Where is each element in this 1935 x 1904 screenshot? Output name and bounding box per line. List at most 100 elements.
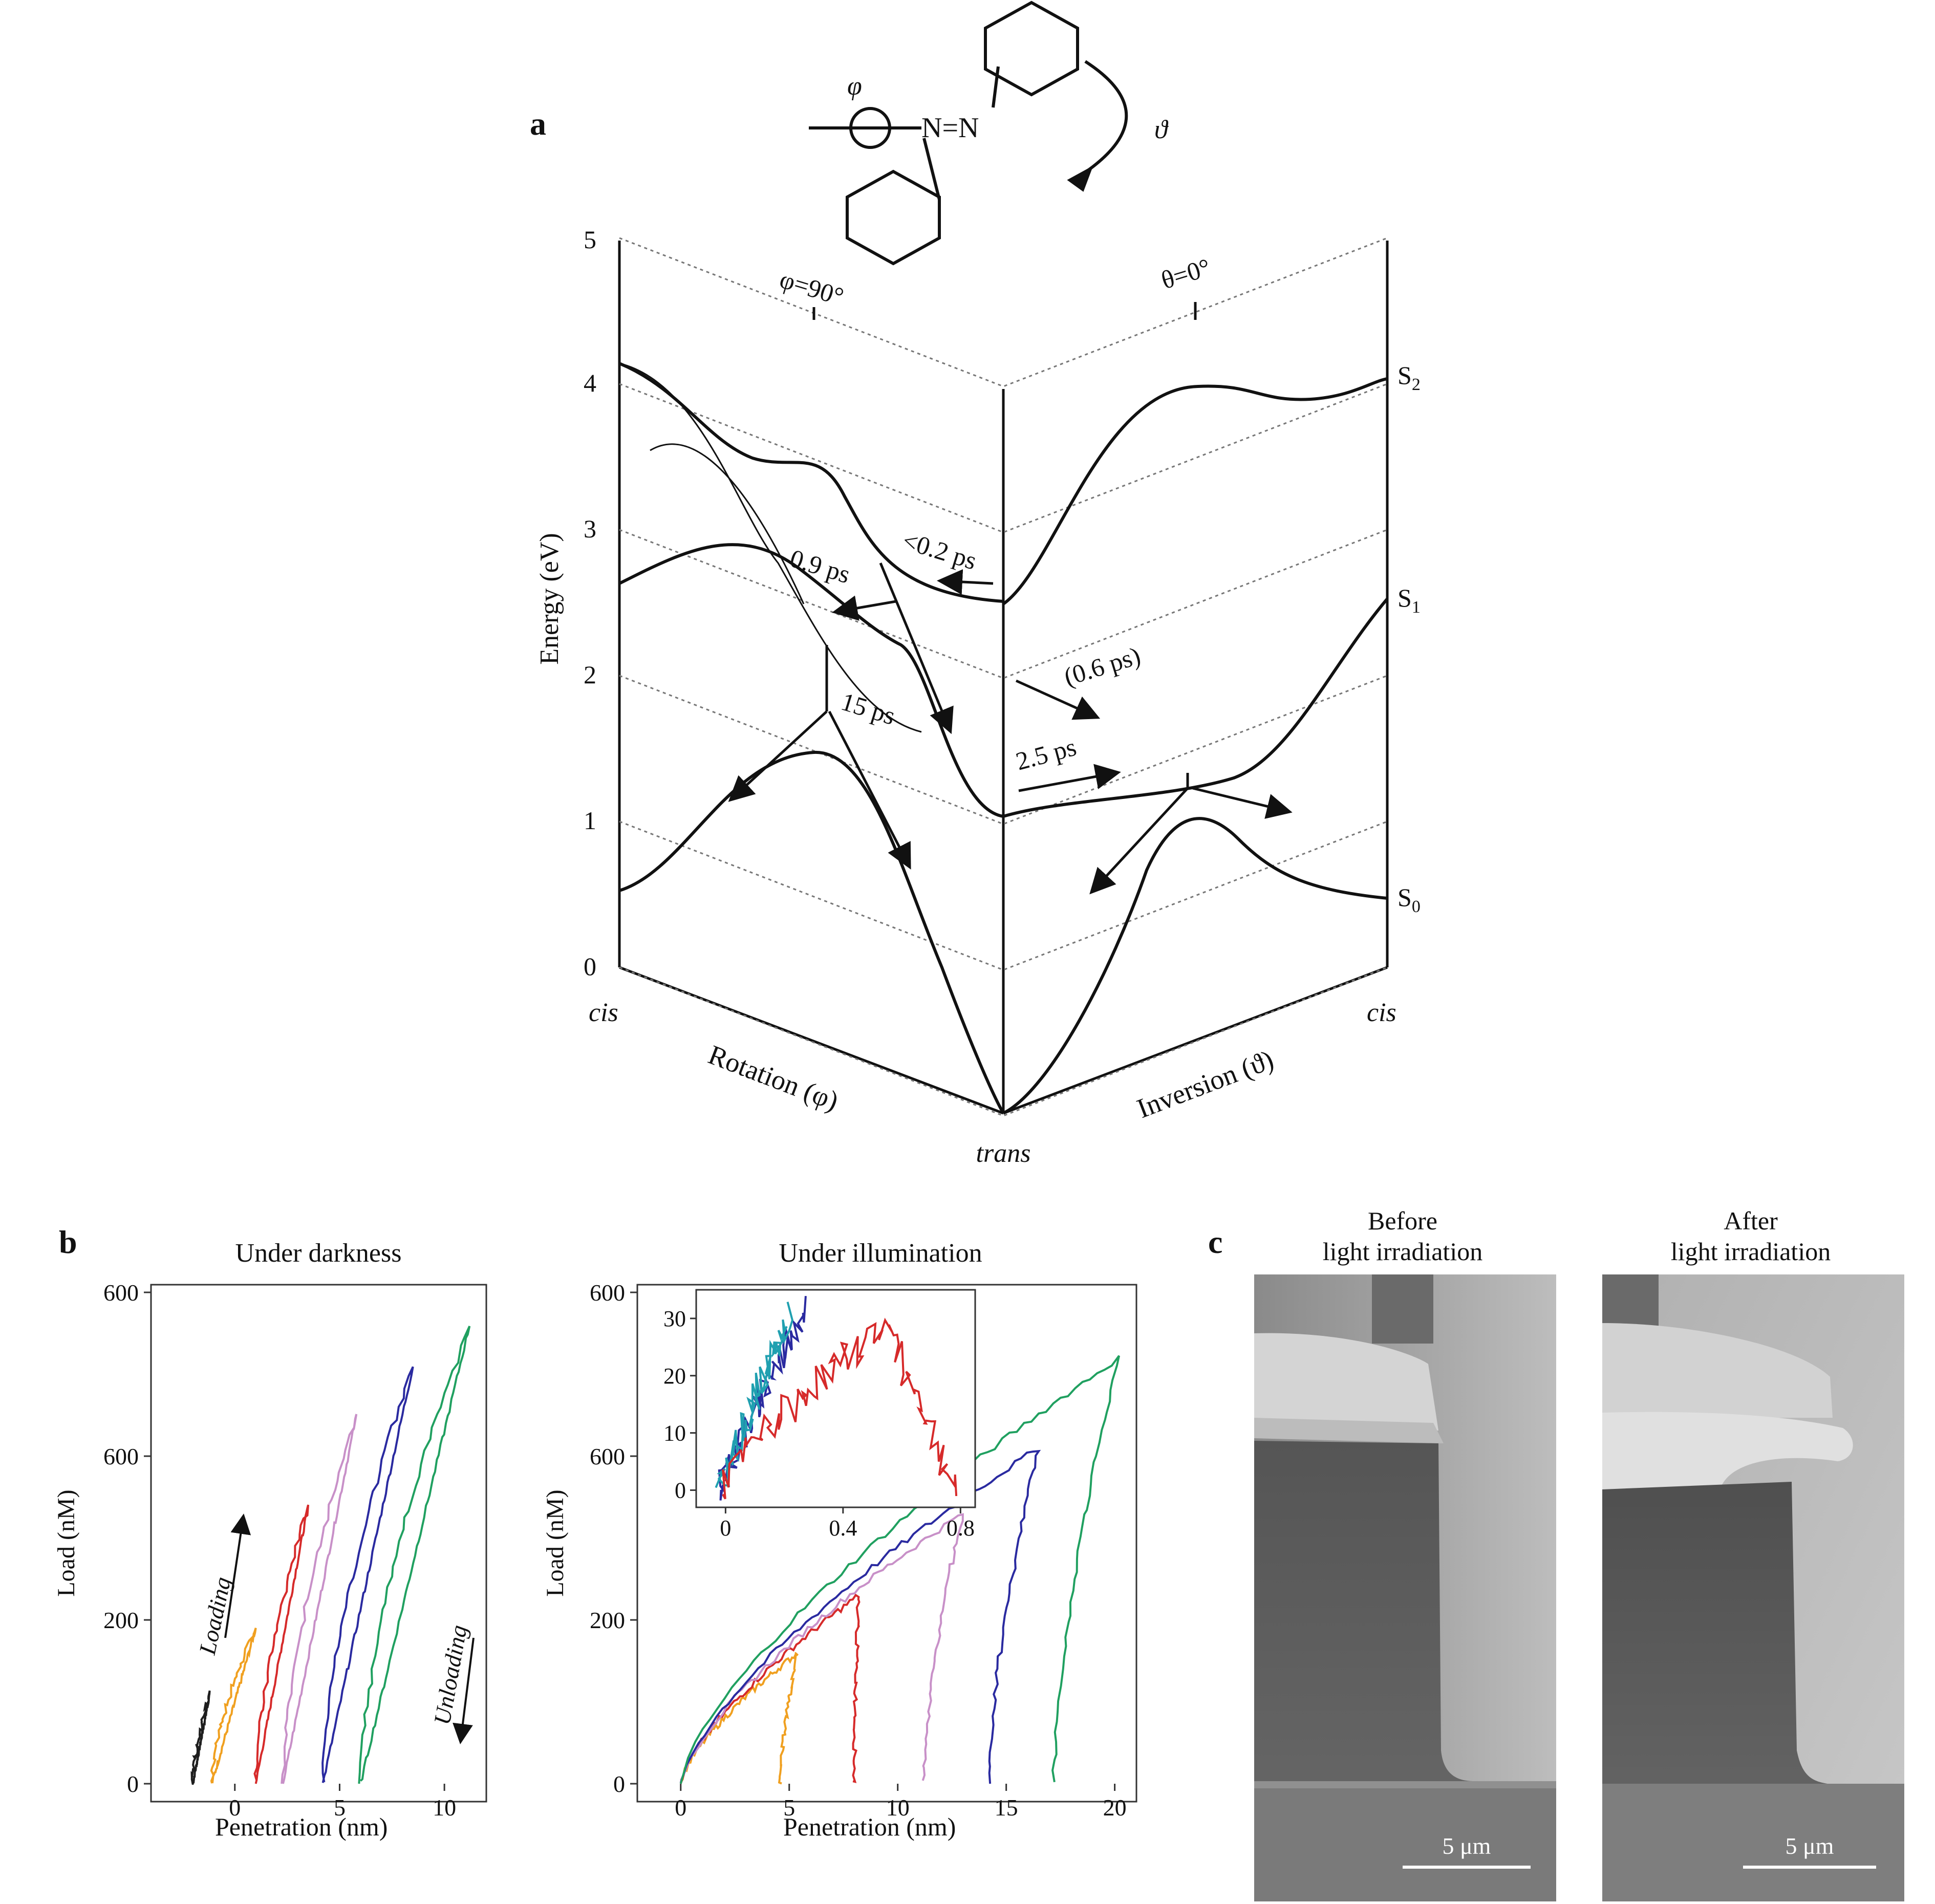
sem-before-title-line2: light irradiation bbox=[1322, 1237, 1483, 1266]
scale-bar-label-after: 5 μm bbox=[1785, 1833, 1834, 1859]
energy-tick-4: 4 bbox=[584, 369, 596, 397]
diabatic-curve-2 bbox=[650, 443, 805, 604]
state-label-s0: S0 bbox=[1397, 883, 1421, 916]
label-phi-90: φ=90° bbox=[777, 265, 847, 311]
x-tick-label: 0 bbox=[675, 1794, 686, 1817]
plot-dark-y-ticks: 0 200 600 600 bbox=[103, 1280, 151, 1797]
panel-letter-a: a bbox=[530, 105, 546, 142]
sem-after-title-line2: light irradiation bbox=[1670, 1237, 1831, 1266]
plot-dark-series bbox=[190, 1326, 471, 1785]
y-tick-label: 0 bbox=[613, 1771, 625, 1797]
plot-dark-xlabel: Penetration (nm) bbox=[215, 1812, 388, 1841]
energy-tick-3: 3 bbox=[584, 514, 596, 543]
time-label-3: (0.6 ps) bbox=[1061, 641, 1144, 691]
load-curve-3 bbox=[679, 1513, 964, 1781]
molecule-phi-label: φ bbox=[847, 72, 862, 101]
panel-letter-b: b bbox=[59, 1224, 77, 1260]
energy-gridline bbox=[619, 529, 1388, 679]
load-curve-4 bbox=[679, 1449, 1041, 1784]
time-label-1: <0.2 ps bbox=[899, 526, 980, 575]
sem-before-title: Before light irradiation bbox=[1249, 1205, 1556, 1267]
load-curve-5 bbox=[679, 1355, 1121, 1784]
label-rotation-axis: Rotation (φ) bbox=[704, 1039, 843, 1117]
s0-inversion-curve bbox=[1002, 817, 1388, 1115]
label-cis-left: cis bbox=[589, 998, 618, 1027]
time-label-5: 2.5 ps bbox=[1013, 732, 1079, 776]
potential-energy-curves bbox=[618, 362, 1389, 1115]
plot-illum-series bbox=[679, 1355, 1121, 1785]
x-tick-label: 10 bbox=[886, 1794, 910, 1817]
y-tick-label: 600 bbox=[103, 1443, 139, 1469]
plot-illum-title: Under illumination bbox=[779, 1239, 982, 1268]
sem-before-title-line1: Before bbox=[1367, 1206, 1438, 1235]
sem-after-title-line1: After bbox=[1724, 1206, 1778, 1235]
scale-bar-before bbox=[1403, 1866, 1531, 1869]
energy-gridline bbox=[619, 383, 1388, 533]
plot-dark-annotation-unloading: Unloading bbox=[429, 1623, 472, 1727]
energy-gridline bbox=[619, 675, 1388, 825]
label-theta-0: θ=0° bbox=[1158, 253, 1214, 295]
energy-tick-1: 1 bbox=[584, 806, 596, 835]
azobenzene-molecule bbox=[809, 1, 1128, 266]
energy-gridline bbox=[619, 820, 1388, 971]
plot-dark-frame bbox=[150, 1284, 487, 1803]
plot-under-darkness: Under darkness 0 200 600 600 0 5 10 Load (nM)… bbox=[53, 1239, 487, 1817]
x-tick-label: 5 bbox=[783, 1794, 795, 1817]
molecule-bond-label: N=N bbox=[921, 112, 979, 144]
s0-rotation-curve bbox=[619, 750, 1005, 1114]
label-cis-right: cis bbox=[1367, 998, 1396, 1027]
energy-tick-2: 2 bbox=[584, 660, 596, 689]
x-tick-label: 10 bbox=[433, 1794, 456, 1817]
s1-rotation-curve bbox=[618, 543, 1004, 818]
plot-dark-ylabel: Load (nM) bbox=[53, 1489, 80, 1596]
state-label-s2: S2 bbox=[1397, 361, 1421, 394]
load-curve-4 bbox=[281, 1414, 358, 1784]
inset-x-tick-label: 0 bbox=[720, 1516, 731, 1541]
load-curve-2 bbox=[210, 1628, 257, 1784]
time-label-2: 0.9 ps bbox=[787, 544, 854, 589]
sem-image-before: 5 μm bbox=[1254, 1274, 1556, 1901]
energy-gridline bbox=[619, 966, 1388, 1117]
y-tick-label: 600 bbox=[590, 1280, 625, 1306]
inset-y-tick-label: 10 bbox=[663, 1421, 686, 1446]
plot-illum-y-ticks: 0 200 600 600 bbox=[590, 1280, 637, 1797]
y-tick-label: 200 bbox=[103, 1607, 139, 1633]
state-label-s1: S1 bbox=[1397, 583, 1421, 617]
time-label-4: 15 ps bbox=[838, 687, 899, 730]
y-tick-label: 200 bbox=[590, 1607, 625, 1633]
energy-tick-0: 0 bbox=[584, 952, 596, 981]
plot-illum-ylabel: Load (nM) bbox=[543, 1489, 569, 1596]
scale-bar-label-before: 5 μm bbox=[1442, 1833, 1491, 1859]
x-tick-label: 5 bbox=[334, 1794, 346, 1817]
plot-dark-annotation-loading: Loading bbox=[194, 1574, 236, 1657]
x-tick-label: 15 bbox=[995, 1794, 1018, 1817]
load-curve-5 bbox=[321, 1366, 414, 1783]
inset-y-tick-label: 0 bbox=[675, 1478, 686, 1503]
load-curve-3 bbox=[253, 1504, 310, 1784]
sem-after-title: After light irradiation bbox=[1597, 1205, 1904, 1267]
label-trans: trans bbox=[976, 1139, 1031, 1168]
x-tick-label: 0 bbox=[229, 1794, 241, 1817]
inset-frame bbox=[695, 1289, 976, 1508]
inset-x-tick-label: 0.8 bbox=[947, 1516, 975, 1541]
load-curve-1 bbox=[190, 1690, 211, 1785]
plot-illum-frame bbox=[636, 1284, 1137, 1803]
plot-illum-x-ticks: 0 5 10 15 20 bbox=[675, 1784, 1127, 1817]
molecule-theta-label: ϑ bbox=[1154, 115, 1169, 144]
load-curve-6 bbox=[358, 1326, 471, 1784]
y-tick-label: 0 bbox=[127, 1771, 139, 1797]
plot-illum-xlabel: Penetration (nm) bbox=[783, 1812, 956, 1841]
y-tick-label: 600 bbox=[590, 1443, 625, 1469]
y-tick-label: 600 bbox=[103, 1280, 139, 1306]
s2-inversion-curve bbox=[1002, 377, 1388, 605]
energy-axes-frame bbox=[618, 241, 1389, 1115]
plot-dark-x-ticks: 0 5 10 bbox=[229, 1784, 456, 1817]
s2-rotation-curve bbox=[618, 362, 1004, 603]
relaxation-arrows bbox=[728, 562, 1293, 895]
load-curve-1 bbox=[680, 1652, 799, 1785]
inset-curve-3 bbox=[722, 1317, 958, 1500]
plot-dark-title: Under darkness bbox=[235, 1239, 402, 1268]
inset-y-tick-label: 30 bbox=[663, 1306, 686, 1331]
energy-gridline bbox=[619, 237, 1388, 387]
